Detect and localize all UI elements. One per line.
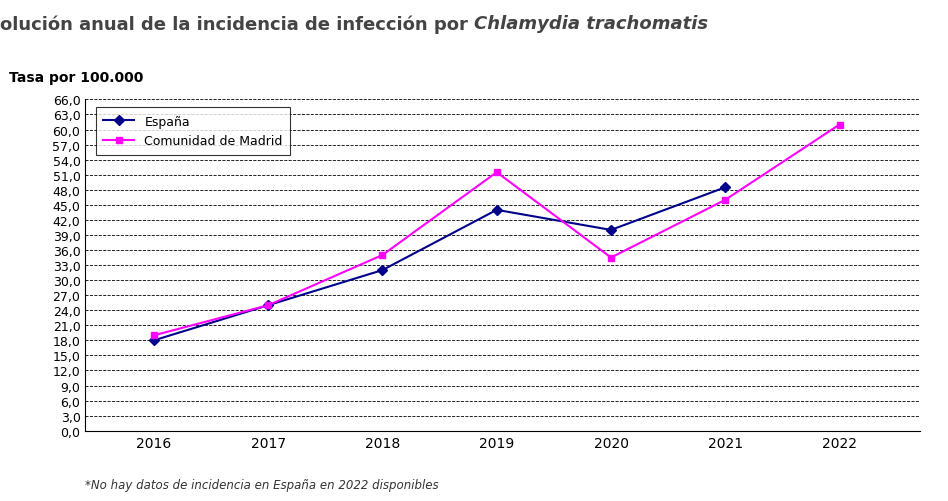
- Text: Chlamydia trachomatis: Chlamydia trachomatis: [474, 15, 708, 33]
- Text: Tasa por 100.000: Tasa por 100.000: [9, 71, 144, 85]
- Legend: España, Comunidad de Madrid: España, Comunidad de Madrid: [96, 108, 290, 155]
- Text: Evolución anual de la incidencia de infección por: Evolución anual de la incidencia de infe…: [0, 15, 474, 34]
- Text: *No hay datos de incidencia en España en 2022 disponibles: *No hay datos de incidencia en España en…: [85, 478, 439, 491]
